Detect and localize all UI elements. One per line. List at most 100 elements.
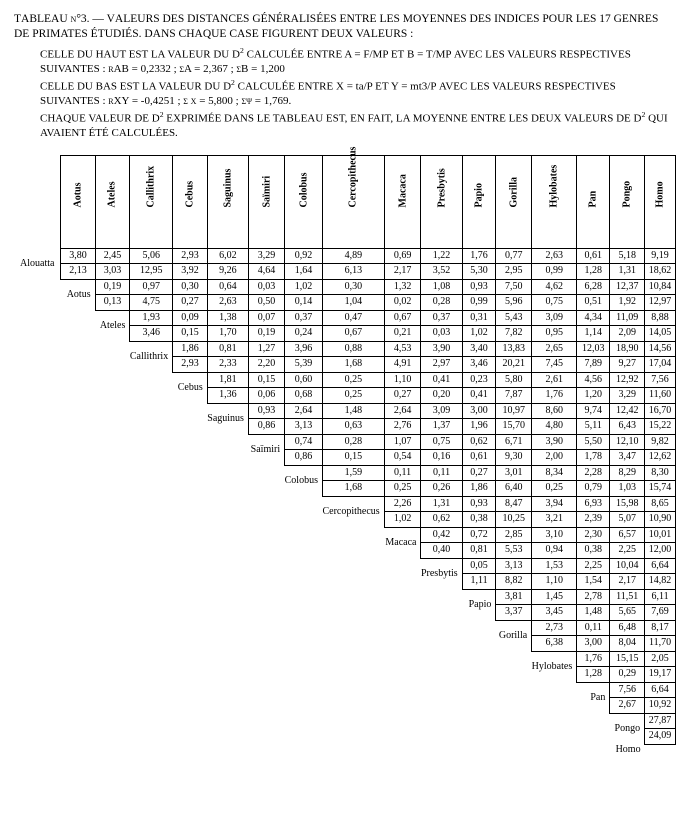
row-label-macaca: Macaca	[384, 527, 421, 558]
cell-4-11: 5,807,87	[496, 372, 532, 403]
cell-1-10: 0,930,99	[462, 279, 496, 310]
cell-2-12: 3,090,95	[532, 310, 577, 341]
cell-9-9: 0,420,40	[421, 527, 462, 558]
cell-2-4: 1,381,70	[207, 310, 248, 341]
cell-13-15: 2,0519,17	[645, 651, 676, 682]
cell-12-12: 2,736,38	[532, 620, 577, 651]
cell-10-12: 1,531,10	[532, 558, 577, 589]
caption-line-3: CHAQUE VALEUR DE D2 EXPRIMÉE DANS LE TAB…	[40, 110, 676, 140]
cell-10-10: 0,051,11	[462, 558, 496, 589]
column-header-pongo: Pongo	[610, 155, 645, 248]
column-header-gorilla: Gorilla	[496, 155, 532, 248]
row-label-callithrix: Callithrix	[130, 341, 173, 372]
row-pad	[20, 682, 61, 713]
cell-6-13: 5,501,78	[577, 434, 610, 465]
cell-1-2: 0,974,75	[130, 279, 173, 310]
cell-12-14: 6,488,04	[610, 620, 645, 651]
cell-2-3: 0,090,15	[173, 310, 208, 341]
row-pad	[20, 403, 61, 434]
column-header-saguinus: Saguinus	[207, 155, 248, 248]
row-pad	[20, 558, 61, 589]
cell-6-7: 0,280,15	[322, 434, 384, 465]
cell-3-5: 1,272,20	[248, 341, 284, 372]
cell-5-6: 2,643,13	[285, 403, 323, 434]
cell-4-5: 0,150,06	[248, 372, 284, 403]
cell-3-9: 3,902,97	[421, 341, 462, 372]
cell-7-8: 0,110,25	[384, 465, 421, 496]
column-header-papio: Papio	[462, 155, 496, 248]
cell-4-15: 7,5611,60	[645, 372, 676, 403]
row-label-cebus: Cebus	[173, 372, 208, 403]
cell-2-8: 0,670,21	[384, 310, 421, 341]
cell-4-10: 0,230,41	[462, 372, 496, 403]
cell-9-15: 10,0112,00	[645, 527, 676, 558]
cell-2-14: 11,092,09	[610, 310, 645, 341]
cell-4-6: 0,600,68	[285, 372, 323, 403]
cell-5-13: 9,745,11	[577, 403, 610, 434]
cell-3-15: 14,5617,04	[645, 341, 676, 372]
cell-1-1: 0,190,13	[95, 279, 130, 310]
distance-table: AotusAtelesCallithrixCebusSaguinusSaïmir…	[20, 155, 676, 756]
column-header-cebus: Cebus	[173, 155, 208, 248]
cell-4-8: 1,100,27	[384, 372, 421, 403]
column-header-presbytis: Presbytis	[421, 155, 462, 248]
row-label-alouatta: Alouatta	[20, 248, 61, 279]
cell-1-14: 12,371,92	[610, 279, 645, 310]
cell-6-8: 1,070,54	[384, 434, 421, 465]
column-header-hylobates: Hylobates	[532, 155, 577, 248]
cell-0-0: 3,802,13	[61, 248, 95, 279]
cell-10-15: 6,6414,82	[645, 558, 676, 589]
cell-5-9: 3,091,37	[421, 403, 462, 434]
cell-11-12: 1,453,45	[532, 589, 577, 620]
cell-1-13: 6,280,51	[577, 279, 610, 310]
cell-8-15: 8,6510,90	[645, 496, 676, 527]
cell-0-15: 9,1918,62	[645, 248, 676, 279]
column-header-cercopithecus: Cercopithecus	[322, 155, 384, 248]
cell-7-10: 0,271,86	[462, 465, 496, 496]
row-pad	[20, 372, 61, 403]
cell-8-12: 3,943,21	[532, 496, 577, 527]
cell-2-2: 1,933,46	[130, 310, 173, 341]
cell-9-11: 2,855,53	[496, 527, 532, 558]
row-label-saïmiri: Saïmiri	[248, 434, 284, 465]
cell-8-14: 15,985,07	[610, 496, 645, 527]
cell-8-8: 2,261,02	[384, 496, 421, 527]
cell-1-15: 10,8412,97	[645, 279, 676, 310]
row-pad	[20, 620, 61, 651]
cell-0-11: 0,772,95	[496, 248, 532, 279]
row-pad	[20, 310, 61, 341]
cell-4-7: 0,250,25	[322, 372, 384, 403]
row-label-colobus: Colobus	[285, 465, 323, 496]
cell-7-14: 8,291,03	[610, 465, 645, 496]
cell-0-12: 2,630,99	[532, 248, 577, 279]
cell-5-5: 0,930,86	[248, 403, 284, 434]
table-title: TABLEAU n°3. — VALEURS DES DISTANCES GÉN…	[14, 12, 676, 42]
cell-0-3: 2,933,92	[173, 248, 208, 279]
row-label-pongo: Pongo	[610, 713, 645, 744]
cell-1-7: 0,301,04	[322, 279, 384, 310]
column-header-macaca: Macaca	[384, 155, 421, 248]
cell-3-4: 0,812,33	[207, 341, 248, 372]
cell-7-9: 0,110,26	[421, 465, 462, 496]
row-label-gorilla: Gorilla	[496, 620, 532, 651]
row-label-aotus: Aotus	[61, 279, 95, 310]
cell-0-6: 0,921,64	[285, 248, 323, 279]
cell-10-13: 2,251,54	[577, 558, 610, 589]
cell-0-1: 2,453,03	[95, 248, 130, 279]
cell-10-11: 3,138,82	[496, 558, 532, 589]
cell-7-12: 8,340,25	[532, 465, 577, 496]
cell-1-5: 0,030,50	[248, 279, 284, 310]
cell-11-13: 2,781,48	[577, 589, 610, 620]
cell-1-11: 7,505,96	[496, 279, 532, 310]
cell-3-14: 18,909,27	[610, 341, 645, 372]
cell-0-9: 1,223,52	[421, 248, 462, 279]
cell-7-7: 1,591,68	[322, 465, 384, 496]
cell-6-12: 3,902,00	[532, 434, 577, 465]
column-header-colobus: Colobus	[285, 155, 323, 248]
cell-0-14: 5,181,31	[610, 248, 645, 279]
cell-11-11: 3,813,37	[496, 589, 532, 620]
cell-3-10: 3,403,46	[462, 341, 496, 372]
cell-2-15: 8,8814,05	[645, 310, 676, 341]
row-pad	[20, 744, 61, 755]
cell-8-13: 6,932,39	[577, 496, 610, 527]
